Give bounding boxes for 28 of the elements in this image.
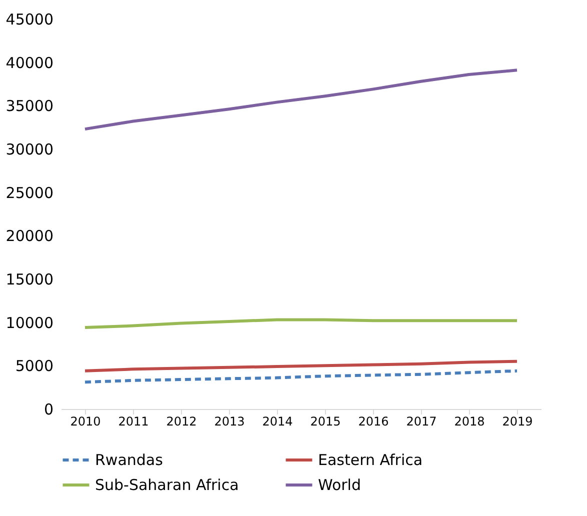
line-series [84, 68, 518, 131]
x-tick-label: 2015 [310, 414, 341, 428]
y-tick-label: 30000 [6, 140, 54, 158]
legend-label: Eastern Africa [318, 451, 423, 469]
legend-label: Rwandas [95, 451, 164, 469]
x-tick-label: 2019 [502, 414, 533, 428]
x-tick-label: 2017 [406, 414, 437, 428]
line-series [84, 360, 518, 372]
x-tick-label: 2013 [214, 414, 245, 428]
x-tick-label: 2011 [118, 414, 149, 428]
y-tick-label: 0 [44, 400, 54, 418]
x-tick-label: 2016 [358, 414, 389, 428]
y-tick-label: 45000 [6, 10, 54, 28]
y-tick-label: 25000 [6, 184, 54, 202]
line-series [84, 318, 518, 330]
x-tick-label: 2014 [262, 414, 293, 428]
y-tick-label: 10000 [6, 314, 54, 332]
legend-label: World [318, 476, 361, 494]
x-tick-label: 2018 [454, 414, 485, 428]
y-tick-label: 20000 [6, 227, 54, 246]
y-tick-label: 35000 [6, 97, 54, 116]
line-series [84, 369, 518, 384]
y-tick-label: 5000 [15, 357, 54, 376]
y-tick-label: 15000 [6, 270, 54, 288]
x-tick-label: 2010 [70, 414, 101, 428]
y-tick-label: 40000 [6, 54, 54, 72]
x-tick-label: 2012 [166, 414, 197, 428]
legend-label: Sub-Saharan Africa [95, 476, 239, 494]
